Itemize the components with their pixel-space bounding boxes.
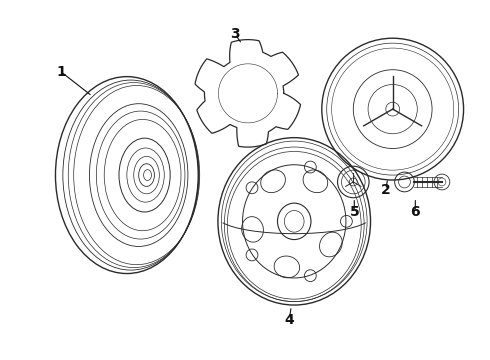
Text: 4: 4 [284,313,294,327]
Text: 3: 3 [230,27,240,41]
Text: 6: 6 [411,204,420,219]
Text: 1: 1 [56,65,66,79]
Text: 2: 2 [381,183,391,197]
Text: 5: 5 [349,204,359,219]
